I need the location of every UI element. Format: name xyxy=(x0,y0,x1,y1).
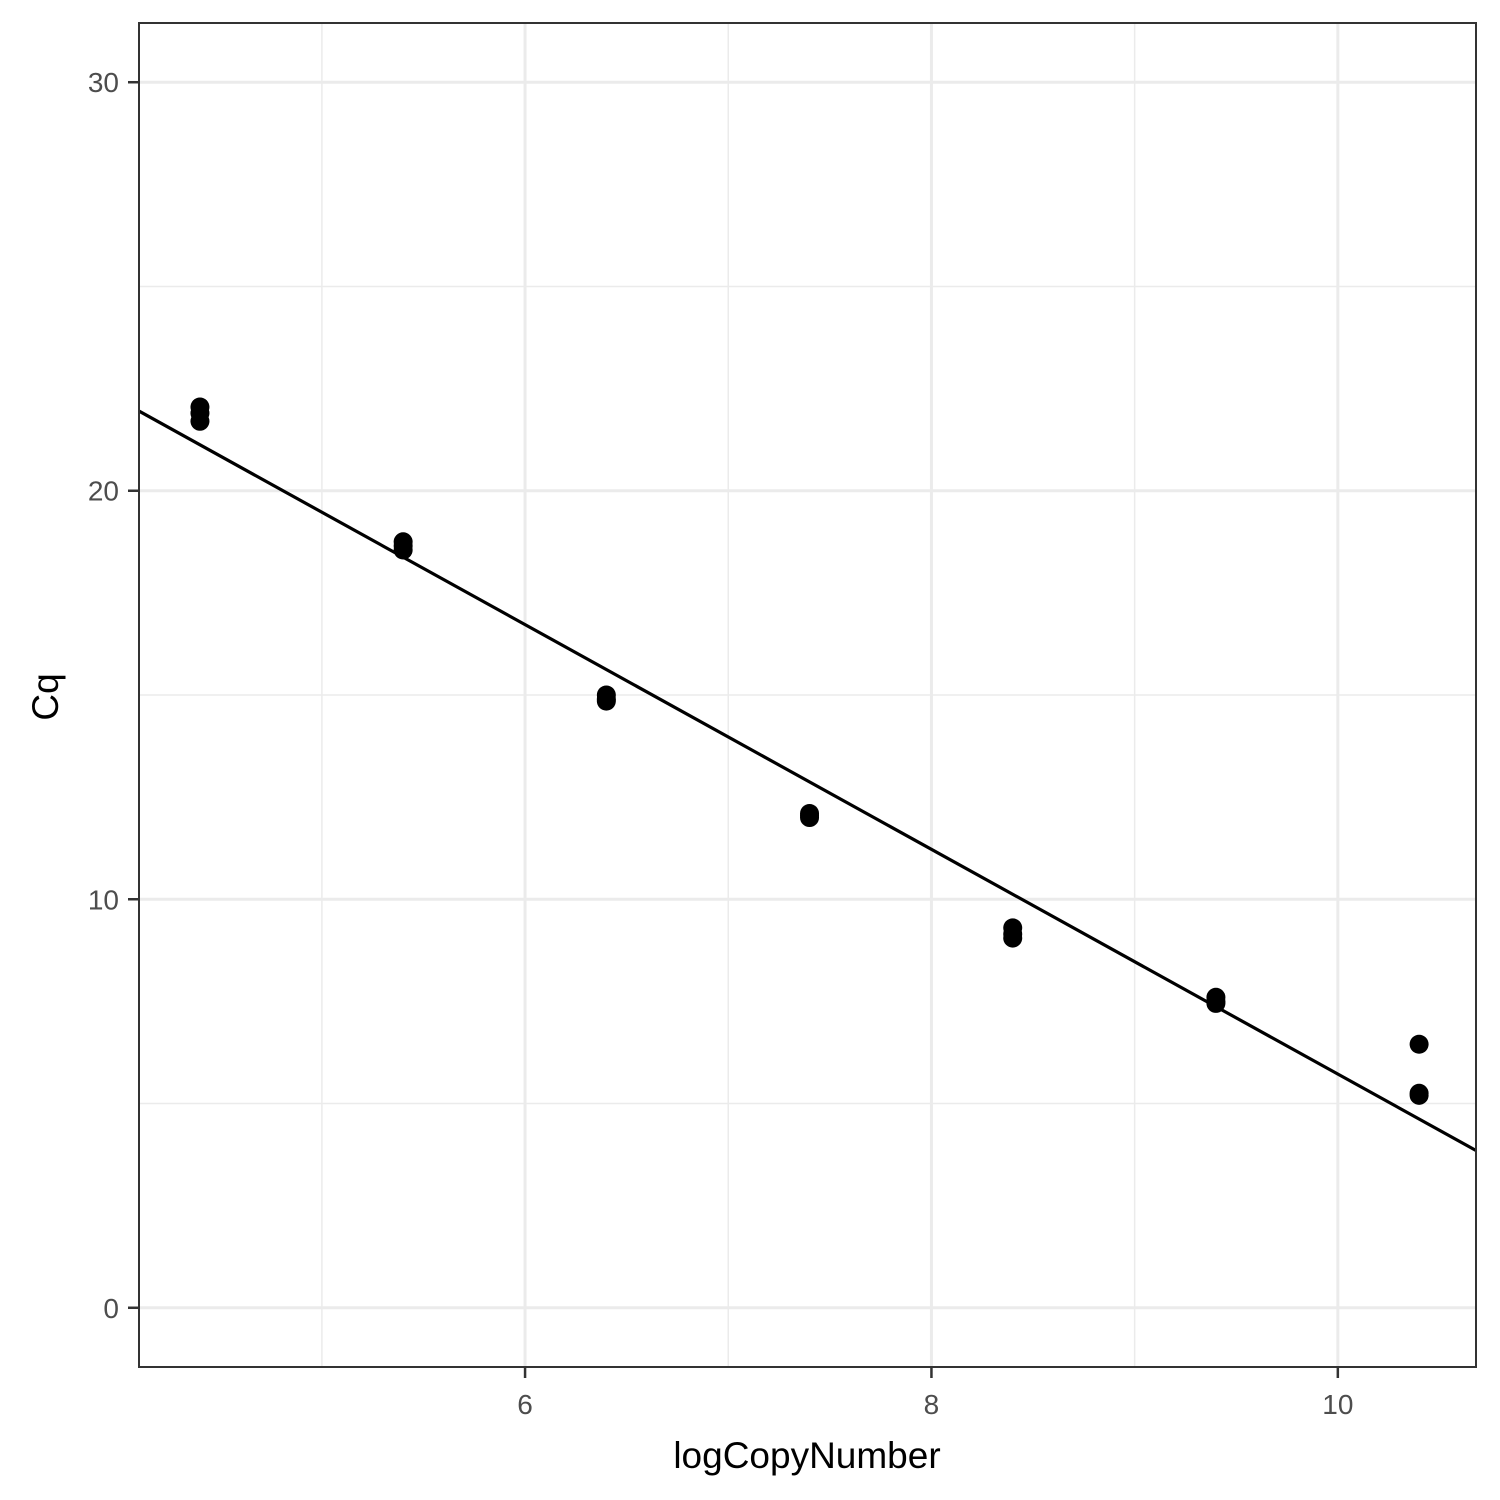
data-point xyxy=(1003,928,1023,948)
major-gridlines xyxy=(139,23,1476,1367)
x-axis-title: logCopyNumber xyxy=(673,1435,940,1476)
minor-gridlines xyxy=(139,23,1476,1367)
x-axis: 6 8 10 xyxy=(517,1367,1353,1420)
data-point xyxy=(596,691,616,711)
data-point xyxy=(1206,993,1226,1013)
x-tick-label: 10 xyxy=(1322,1389,1353,1420)
y-axis: 0 10 20 30 xyxy=(88,67,139,1324)
y-tick-label: 30 xyxy=(88,67,119,98)
y-axis-title: Cq xyxy=(25,673,66,720)
points-layer xyxy=(190,397,1429,1105)
data-point xyxy=(190,411,210,431)
fit-line xyxy=(138,409,1477,1152)
x-tick-label: 6 xyxy=(517,1389,533,1420)
fit-line-layer xyxy=(138,409,1477,1152)
data-point xyxy=(1409,1085,1429,1105)
x-tick-label: 8 xyxy=(924,1389,940,1420)
data-point xyxy=(1409,1034,1429,1054)
y-tick-label: 10 xyxy=(88,884,119,915)
data-point xyxy=(800,806,820,826)
panel-border xyxy=(138,22,1477,1368)
y-tick-label: 20 xyxy=(88,476,119,507)
y-tick-label: 0 xyxy=(103,1293,119,1324)
data-point xyxy=(393,540,413,560)
